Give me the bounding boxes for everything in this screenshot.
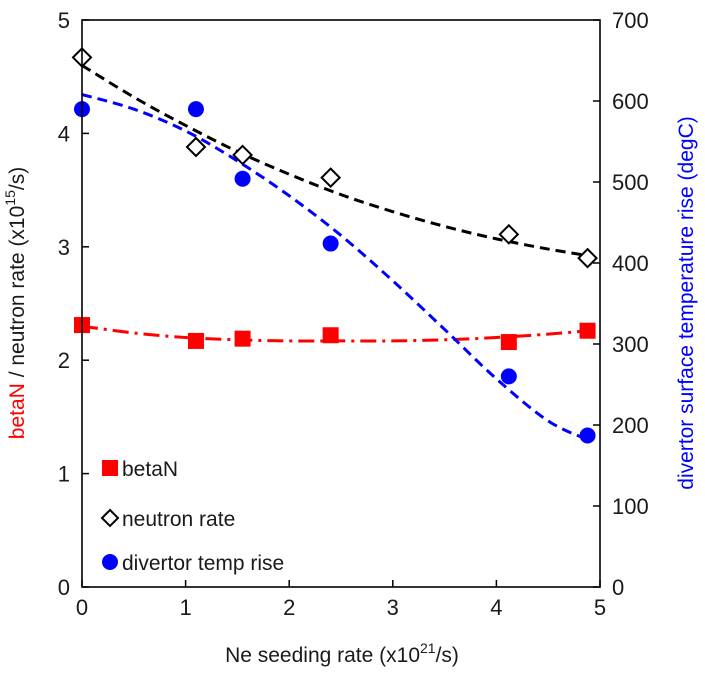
point-neutron-rate: [185, 136, 207, 158]
y-left-title-exponent: 15: [2, 190, 18, 206]
y-right-tick-label: 200: [612, 413, 649, 438]
fit-line-divertor-temp-rise: [81, 93, 591, 442]
point-neutron-rate: [498, 223, 520, 245]
x-axis-title-exponent: 21: [420, 640, 436, 656]
y-right-tick-label: 100: [612, 494, 649, 519]
y-left-tick-label: 5: [58, 8, 70, 33]
x-tick-label: 4: [490, 595, 502, 620]
y-right-axis-title: divertor surface temperature rise (degC): [675, 116, 698, 489]
point-neutron-rate: [232, 144, 253, 166]
point-betan: [234, 330, 251, 347]
point-betan: [187, 332, 204, 349]
x-tick-label: 3: [387, 595, 399, 620]
x-tick-label: 2: [283, 595, 295, 620]
y-right-tick-label: 500: [612, 170, 649, 195]
legend-divertor-marker: [102, 554, 118, 570]
point-divertor-temp-rise: [322, 235, 339, 252]
y-left-tick-label: 4: [58, 121, 70, 146]
point-betan: [500, 334, 517, 351]
legend: betaN neutron rate divertor temp rise: [100, 458, 284, 575]
point-divertor-temp-rise: [500, 368, 517, 385]
point-neutron-rate: [320, 167, 342, 189]
x-axis-title: Ne seeding rate (x1021/s): [225, 640, 459, 667]
y-left-title-betan: betaN: [6, 383, 29, 439]
point-betan: [322, 327, 339, 344]
y-right-tick-label: 700: [612, 8, 649, 33]
y-right-tick-label: 600: [612, 89, 649, 114]
fit-line-betan: [81, 324, 590, 343]
point-betan: [579, 322, 596, 339]
y-right-tick-label: 300: [612, 332, 649, 357]
x-tick-label: 0: [76, 595, 88, 620]
x-tick-label: 5: [594, 595, 606, 620]
y-left-title-suffix: /s): [6, 167, 29, 190]
y-left-tick-label: 0: [58, 575, 70, 600]
legend-neutron-marker: [100, 508, 120, 528]
y-left-tick-label: 1: [58, 462, 70, 487]
y-right-tick-label: 400: [612, 251, 649, 276]
y-left-axis-title: betaN / neutron rate (x1015/s): [2, 167, 29, 439]
point-divertor-temp-rise: [234, 170, 251, 187]
fit-line-neutron-rate: [81, 64, 590, 258]
y-left-tick-label: 3: [58, 235, 70, 260]
fit-lines: [81, 64, 591, 442]
legend-betan-marker: [102, 460, 118, 476]
y-left-tick-label: 2: [58, 348, 70, 373]
legend-betan-label: betaN: [122, 458, 178, 481]
point-divertor-temp-rise: [187, 101, 204, 118]
legend-neutron-label: neutron rate: [122, 508, 235, 531]
legend-divertor-label: divertor temp rise: [122, 552, 284, 575]
point-neutron-rate: [577, 247, 598, 269]
y-left-title-neutron: / neutron rate (x10: [6, 206, 29, 383]
plot-frame: [81, 19, 601, 588]
point-divertor-temp-rise: [579, 427, 596, 444]
x-tick-label: 1: [179, 595, 191, 620]
y-right-tick-label: 0: [612, 575, 624, 600]
x-axis-title-suffix: /s): [436, 644, 459, 667]
x-axis-title-prefix: Ne seeding rate (x10: [225, 644, 420, 667]
